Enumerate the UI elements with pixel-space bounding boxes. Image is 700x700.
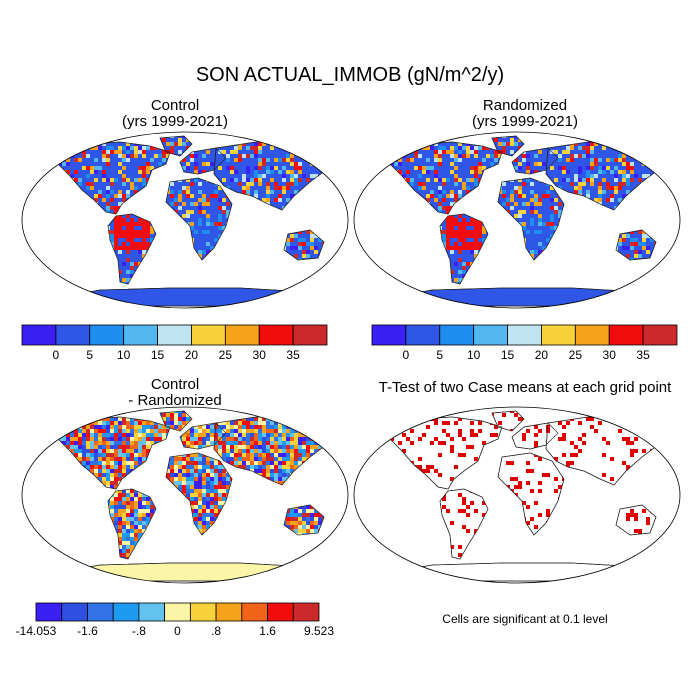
colorbar-tick-label: 20 (534, 348, 549, 362)
colorbar-box (123, 324, 158, 346)
colorbar-box (61, 602, 88, 622)
colorbar-tick-label: -1.6 (77, 624, 98, 638)
colorbar-box (112, 602, 140, 622)
colorbar-box (258, 324, 294, 346)
colorbar-box (21, 324, 57, 346)
map-control (21, 131, 349, 309)
colorbar-tick-label: 30 (602, 348, 616, 362)
panel-title-control: Control (yrs 1999-2021) (122, 97, 228, 130)
panel-title-ttest: T-Test of two Case means at each grid po… (378, 379, 672, 396)
colorbar-tick-label: -.8 (131, 624, 146, 638)
colorbar-box (292, 324, 328, 346)
panel-title-randomized: Randomized (yrs 1999-2021) (472, 97, 578, 130)
colorbar-box (189, 602, 217, 622)
colorbar-tick-label: 30 (252, 348, 266, 362)
colorbar-difference: -14.053 -1.6 -.8 0 .8 1.6 9.523 (16, 602, 334, 643)
colorbar-box (439, 324, 475, 346)
colorbar-box (89, 324, 125, 346)
colorbar-tick-label: 0 (52, 348, 60, 362)
colorbar-box (292, 602, 320, 622)
colorbar-tick-label: 5 (436, 348, 444, 362)
land-antarctica (387, 562, 672, 582)
colorbar-box (224, 324, 260, 346)
colorbar-tick-label: -14.053 (15, 624, 57, 638)
colorbar-randomized: 0 5 10 15 20 25 30 35 (371, 324, 678, 365)
colorbar-control: 0 5 10 15 20 25 30 35 (21, 324, 328, 365)
colorbar-box (405, 324, 441, 346)
colorbar-tick-label: 15 (500, 348, 515, 362)
colorbar-box (55, 324, 91, 346)
colorbar-tick-label: 9.523 (303, 624, 335, 638)
colorbar-box (164, 602, 191, 622)
map-difference (21, 406, 349, 584)
colorbar-control-boxes (21, 324, 328, 346)
colorbar-tick-label: 1.6 (259, 624, 276, 638)
map-border (353, 131, 681, 309)
land-antarctica (387, 287, 672, 307)
figure-title: SON ACTUAL_IMMOB (gN/m^2/y) (195, 64, 505, 86)
significance-note: Cells are significant at 0.1 level (442, 612, 608, 626)
colorbar-box (473, 324, 508, 346)
colorbar-tick-label: 10 (116, 348, 131, 362)
colorbar-tick-label: 0 (174, 624, 181, 638)
colorbar-box (157, 324, 192, 346)
colorbar-tick-label: .8 (211, 624, 222, 638)
colorbar-difference-boxes (35, 602, 320, 622)
colorbar-randomized-boxes (371, 324, 678, 346)
colorbar-tick-label: 25 (218, 348, 233, 362)
grid-cells (58, 411, 328, 559)
colorbar-box (35, 602, 63, 622)
colorbar-box (215, 602, 243, 622)
land-africa (497, 452, 565, 536)
map-randomized (353, 131, 681, 309)
colorbar-box (241, 602, 268, 622)
colorbar-box (541, 324, 576, 346)
colorbar-tick-label: 35 (286, 348, 300, 362)
map-border (353, 406, 681, 584)
colorbar-box (371, 324, 407, 346)
map-border (21, 406, 349, 584)
colorbar-box (642, 324, 678, 346)
land-antarctica (55, 287, 340, 307)
map-ttest (353, 406, 681, 584)
colorbar-box (507, 324, 542, 346)
colorbar-tick-label: 10 (466, 348, 481, 362)
colorbar-box (87, 602, 114, 622)
colorbar-tick-label: 5 (86, 348, 94, 362)
panel-title-difference: Control - Randomized (128, 376, 222, 409)
colorbar-tick-label: 15 (150, 348, 165, 362)
colorbar-box (191, 324, 226, 346)
colorbar-tick-label: 35 (636, 348, 650, 362)
colorbar-tick-label: 0 (402, 348, 410, 362)
colorbar-box (267, 602, 294, 622)
map-border (21, 131, 349, 309)
colorbar-tick-label: 25 (568, 348, 583, 362)
land-north-america (389, 416, 503, 490)
colorbar-box (574, 324, 610, 346)
land-antarctica (55, 562, 340, 582)
colorbar-box (138, 602, 166, 622)
colorbar-box (608, 324, 644, 346)
colorbar-tick-label: 20 (184, 348, 199, 362)
